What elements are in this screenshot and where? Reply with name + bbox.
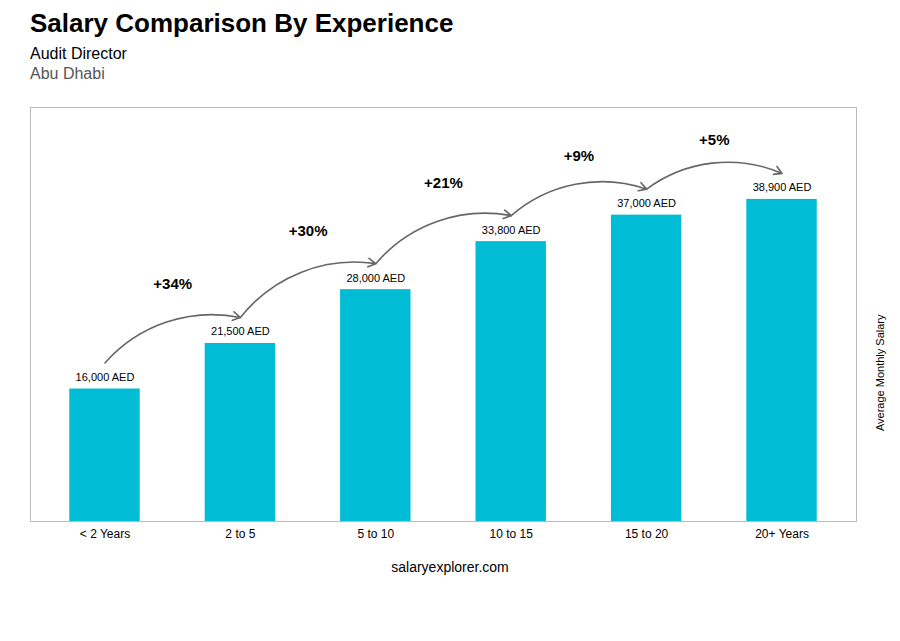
svg-text:28,000 AED: 28,000 AED — [346, 272, 405, 284]
svg-text:20+ Years: 20+ Years — [755, 527, 809, 541]
svg-text:+21%: +21% — [424, 174, 463, 191]
html-text:Salary Comparison By Experienc: Salary Comparison By Experience — [30, 8, 454, 38]
svg-text:< 2 Years: < 2 Years — [80, 527, 130, 541]
html-text:salaryexplorer.com: salaryexplorer.com — [391, 559, 509, 575]
svg-text:37,000 AED: 37,000 AED — [617, 197, 676, 209]
svg-text:16,000 AED: 16,000 AED — [76, 371, 135, 383]
svg-text:2 to 5: 2 to 5 — [225, 527, 255, 541]
svg-text:33,800 AED: 33,800 AED — [482, 224, 541, 236]
svg-text:+34%: +34% — [153, 275, 192, 292]
svg-text:+9%: +9% — [564, 147, 594, 164]
html-text:Audit Director: Audit Director — [30, 45, 127, 62]
svg-text:15 to 20: 15 to 20 — [625, 527, 669, 541]
svg-text:21,500 AED: 21,500 AED — [211, 325, 270, 337]
svg-text:38,900 AED: 38,900 AED — [753, 181, 812, 193]
svg-text:10 to 15: 10 to 15 — [490, 527, 534, 541]
svg-text:Average Monthly Salary: Average Monthly Salary — [874, 314, 886, 431]
svg-text:5 to 10: 5 to 10 — [357, 527, 394, 541]
svg-text:+5%: +5% — [699, 131, 729, 148]
html-text:Abu Dhabi: Abu Dhabi — [30, 65, 105, 82]
svg-text:+30%: +30% — [289, 222, 328, 239]
